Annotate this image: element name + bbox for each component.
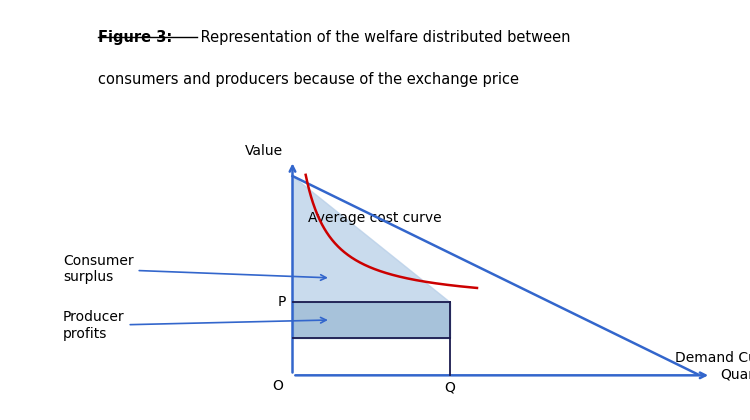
Text: Average cost curve: Average cost curve <box>308 211 442 225</box>
Text: P: P <box>278 295 286 309</box>
Text: Quantity: Quantity <box>720 368 750 382</box>
Text: Representation of the welfare distributed between: Representation of the welfare distribute… <box>196 29 571 45</box>
Text: Producer
profits: Producer profits <box>63 310 326 341</box>
Text: Demand Curve: Demand Curve <box>675 351 750 365</box>
Text: Value: Value <box>245 144 284 158</box>
Text: consumers and producers because of the exchange price: consumers and producers because of the e… <box>98 72 518 87</box>
Text: O: O <box>273 379 284 393</box>
Text: Figure 3:: Figure 3: <box>98 29 172 45</box>
Text: Q: Q <box>445 381 455 395</box>
Text: Consumer
surplus: Consumer surplus <box>63 254 326 284</box>
Polygon shape <box>292 302 450 338</box>
Polygon shape <box>292 176 450 302</box>
